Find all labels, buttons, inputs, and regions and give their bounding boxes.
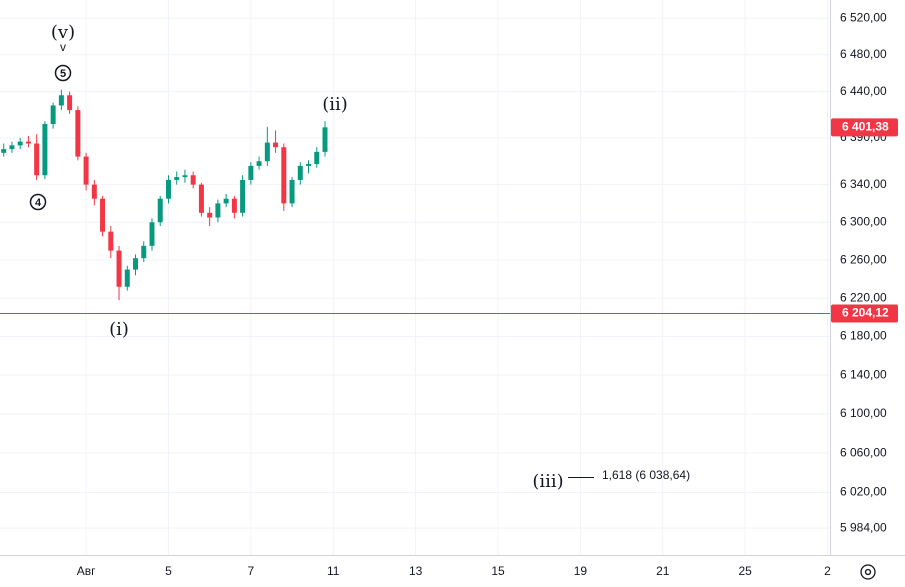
y-tick-label: 6 140,00 (840, 367, 887, 381)
y-tick-label: 6 060,00 (840, 445, 887, 459)
candle-body (256, 161, 262, 166)
y-tick-label: 6 480,00 (840, 47, 887, 61)
settings-icon[interactable] (860, 564, 876, 580)
candle-body (240, 179, 246, 213)
wave-label: 4 (35, 197, 42, 209)
x-tick-label: 2 (824, 564, 831, 578)
wave-label: (ii) (322, 94, 348, 115)
candle-body (182, 175, 188, 178)
x-tick-label: 25 (738, 564, 752, 578)
candle-body (231, 198, 237, 213)
y-tick-label: 6 300,00 (840, 214, 887, 228)
candle-body (141, 245, 147, 259)
y-tick-label: 6 260,00 (840, 252, 887, 266)
candle-body (34, 143, 40, 176)
fib-label: 1,618 (6 038,64) (602, 468, 690, 482)
axis-labels: 6 520,006 480,006 440,006 390,006 340,00… (77, 10, 898, 578)
candle-body (297, 165, 303, 180)
candle-body (75, 110, 81, 157)
last-price-box (831, 118, 898, 137)
candle-body (149, 222, 155, 246)
x-tick-label: 5 (165, 564, 172, 578)
y-tick-label: 6 520,00 (840, 10, 887, 24)
candle-body (9, 145, 15, 150)
level-label: 6 204,12 (842, 306, 889, 320)
candle-body (83, 156, 89, 185)
candle-body (1, 149, 7, 153)
wave-arrow: v (60, 40, 66, 54)
y-tick-label: 6 440,00 (840, 84, 887, 98)
last-price-label: 6 401,38 (842, 120, 889, 134)
y-tick-label: 6 020,00 (840, 485, 887, 499)
candle-body (124, 269, 130, 287)
candle-body (306, 164, 312, 166)
wave-circle (29, 193, 47, 211)
level-label-box (831, 304, 898, 323)
candle-body (248, 165, 254, 180)
candle-body (215, 203, 221, 218)
candle-body (314, 151, 320, 165)
x-tick-label: 19 (574, 564, 588, 578)
candle-body (264, 142, 270, 162)
candle-body (108, 231, 114, 251)
candle-body (25, 141, 31, 144)
x-tick-label: 15 (491, 564, 505, 578)
gear-inner[interactable] (864, 568, 872, 576)
candle-body (281, 147, 287, 204)
y-tick-label: 5 984,00 (840, 520, 887, 534)
wave-label: (iii) (532, 471, 563, 492)
x-tick-label: 13 (409, 564, 423, 578)
y-tick-label: 6 340,00 (840, 177, 887, 191)
x-tick-label: Авг (77, 564, 96, 578)
wave-label: (i) (109, 319, 129, 340)
x-tick-label: 21 (656, 564, 670, 578)
y-tick-label: 6 220,00 (840, 290, 887, 304)
candle-body (17, 141, 23, 146)
candles (0, 89, 830, 314)
candle-body (207, 212, 213, 218)
candle-body (223, 198, 229, 204)
wave-circle (54, 64, 72, 82)
candle-body (67, 95, 73, 111)
candle-body (91, 184, 97, 199)
candle-body (273, 142, 279, 148)
candle-body (42, 123, 48, 176)
y-tick-label: 6 100,00 (840, 406, 887, 420)
x-tick-label: 11 (327, 564, 340, 578)
candle-body (165, 179, 171, 199)
candle-body (133, 258, 139, 270)
candle-body (174, 177, 180, 180)
gear-outer[interactable] (860, 564, 876, 580)
candle-body (190, 175, 196, 185)
candle-body (157, 198, 163, 223)
candle-body (100, 198, 106, 232)
candle-body (289, 179, 295, 204)
candle-body (58, 95, 64, 106)
x-tick-label: 7 (248, 564, 255, 578)
wave-label: 5 (60, 68, 66, 80)
grid (0, 0, 830, 555)
candle-body (198, 184, 204, 213)
y-tick-label: 6 180,00 (840, 329, 887, 343)
candle-body (116, 250, 122, 287)
wave-label: (v) (51, 22, 75, 43)
candle-body (322, 127, 328, 152)
candle-body (50, 105, 56, 124)
